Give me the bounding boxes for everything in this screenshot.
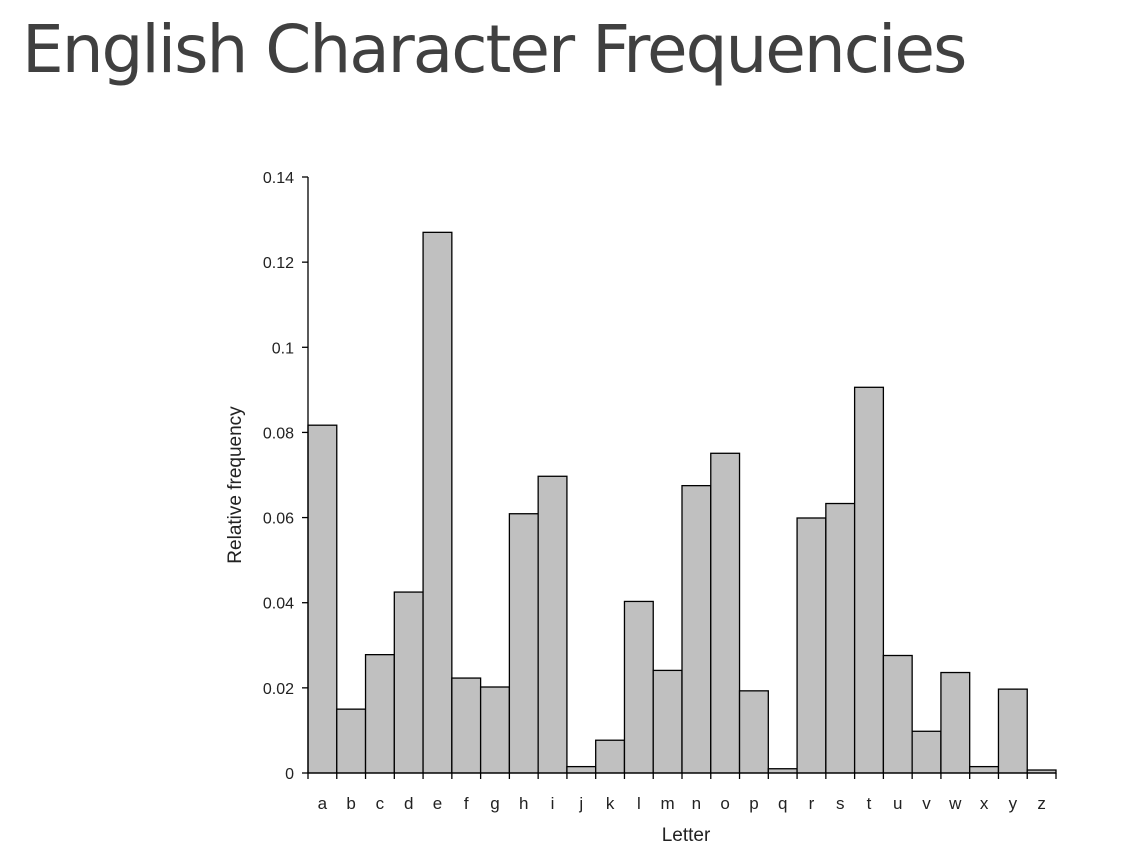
bar-n <box>681 484 712 774</box>
bar-y <box>997 688 1028 774</box>
x-tick-label-f: f <box>464 794 469 813</box>
x-tick-label-g: g <box>490 794 499 813</box>
y-tick-label: 0 <box>285 766 294 783</box>
x-tick-label-s: s <box>836 794 845 813</box>
x-tick-label-u: u <box>893 794 902 813</box>
x-tick-label-e: e <box>433 794 442 813</box>
slide-title: English Character Frequencies <box>22 11 967 88</box>
y-axis-label: Relative frequency <box>225 406 246 564</box>
y-tick-label: 0.1 <box>272 340 294 357</box>
x-tick-label-q: q <box>778 794 787 813</box>
x-tick-label-n: n <box>692 794 701 813</box>
bar-v <box>911 730 942 774</box>
x-tick-label-d: d <box>404 794 413 813</box>
bars-group <box>307 231 1057 774</box>
bar-t <box>853 386 885 774</box>
bar-o <box>710 452 741 774</box>
x-tick-label-v: v <box>922 794 931 813</box>
bar-u <box>882 654 913 774</box>
bar-b <box>336 708 367 774</box>
x-tick-label-p: p <box>749 794 758 813</box>
bar-s <box>825 502 856 774</box>
y-tick-label: 0.02 <box>263 681 294 698</box>
y-tick-label: 0.04 <box>263 596 294 613</box>
x-tick-label-h: h <box>519 794 528 813</box>
bar-r <box>796 517 827 774</box>
bar-g <box>479 686 511 774</box>
bar-w <box>940 671 971 774</box>
x-axis-label: Letter <box>662 825 711 846</box>
bar-i <box>537 475 568 774</box>
x-tick-label-r: r <box>809 794 815 813</box>
bar-l <box>623 600 654 774</box>
x-tick-label-w: w <box>948 794 962 813</box>
x-tick-label-x: x <box>980 794 989 813</box>
bar-x <box>969 765 1000 774</box>
y-tick-label: 0.08 <box>263 425 294 442</box>
x-tick-label-b: b <box>346 794 355 813</box>
bar-c <box>364 654 395 774</box>
bar-j <box>566 765 597 774</box>
bar-k <box>595 739 626 774</box>
x-tick-label-m: m <box>661 794 675 813</box>
bar-p <box>738 690 769 774</box>
x-tick-label-k: k <box>606 794 615 813</box>
y-tick-label: 0.06 <box>263 511 294 528</box>
x-tick-label-y: y <box>1009 794 1018 813</box>
x-tick-label-j: j <box>578 794 583 813</box>
x-tick-label-c: c <box>376 794 385 813</box>
x-tick-label-z: z <box>1037 794 1046 813</box>
y-tick-label: 0.12 <box>263 255 294 272</box>
bar-e <box>422 231 453 774</box>
x-tick-label-o: o <box>720 794 729 813</box>
bar-d <box>393 591 424 774</box>
y-tick-label: 0.14 <box>263 170 294 187</box>
bar-h <box>508 513 539 774</box>
bar-m <box>652 669 683 774</box>
x-tick-label-a: a <box>318 794 328 813</box>
x-tick-label-i: i <box>551 794 555 813</box>
x-tick-label-t: t <box>867 794 872 813</box>
bar-f <box>451 677 482 774</box>
y-axis: 0 0.02 0.04 0.06 0.08 0.1 0.12 0.14 <box>263 170 309 783</box>
x-tick-label-l: l <box>637 794 641 813</box>
bar-a <box>307 424 338 774</box>
